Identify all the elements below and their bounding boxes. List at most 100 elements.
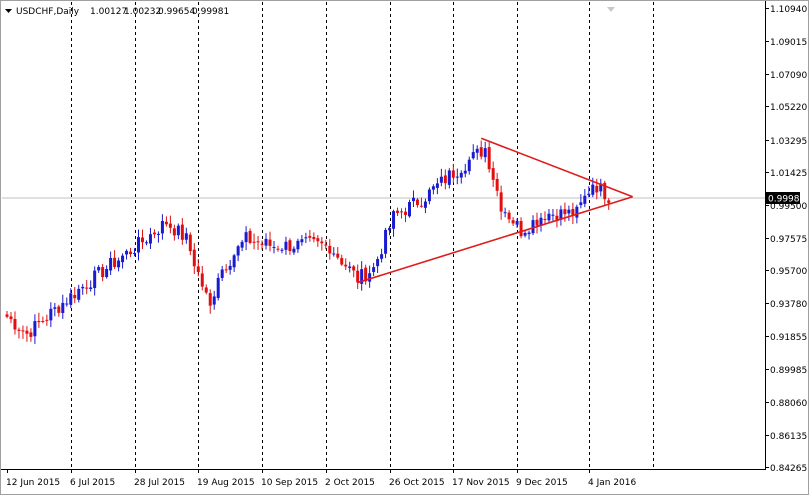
candle-body	[587, 193, 591, 196]
candle-body	[595, 185, 599, 193]
candle-body	[212, 296, 216, 305]
candle-body	[144, 242, 148, 244]
candle-body	[152, 232, 156, 235]
candle-body	[439, 176, 443, 183]
candle-body	[121, 255, 125, 263]
candle-body	[388, 227, 392, 231]
time-tick-label: 2 Oct 2015	[325, 478, 375, 488]
candle-body	[268, 239, 272, 246]
candle-body	[180, 224, 184, 240]
candle-body	[45, 319, 49, 321]
candle-body	[447, 170, 451, 185]
symbol-label: USDCHF,Daily	[16, 7, 80, 17]
candle-body	[276, 248, 280, 250]
candle-body	[288, 240, 292, 252]
candle-body	[384, 229, 388, 254]
candle-body	[571, 208, 575, 216]
candle-body	[260, 243, 264, 245]
candle-body	[224, 269, 228, 271]
candle-body	[451, 170, 455, 178]
candle-body	[240, 241, 244, 248]
candle-body	[431, 186, 435, 190]
triangle-lower-trendline[interactable]	[357, 195, 633, 284]
candle-body	[192, 249, 196, 267]
candle-body	[507, 212, 511, 220]
candle-body	[37, 320, 41, 323]
price-tick-label: 0.93780	[770, 300, 807, 310]
price-tick-label: 0.97575	[770, 235, 807, 245]
candle-body	[555, 215, 559, 222]
candle-body	[527, 232, 531, 235]
candle-body	[49, 308, 53, 321]
candle-body	[519, 220, 523, 237]
triangle-upper-trendline[interactable]	[480, 137, 633, 198]
candle-body	[248, 230, 252, 243]
symbol-dropdown-icon[interactable]	[5, 9, 12, 13]
candle-body	[172, 228, 176, 236]
candle-body	[17, 329, 21, 331]
symmetrical-triangle-pattern[interactable]	[357, 137, 633, 284]
price-tick-label: 1.10940	[770, 5, 807, 15]
candle-body	[503, 212, 507, 214]
candle-body	[316, 238, 320, 242]
candle-body	[392, 211, 396, 229]
candle-body	[360, 269, 364, 284]
candle-body	[176, 225, 180, 236]
time-tick-label: 26 Oct 2015	[389, 478, 445, 488]
candle-body	[543, 218, 547, 220]
candle-body	[208, 293, 212, 306]
candle-body	[93, 270, 97, 289]
candle-body	[200, 273, 204, 287]
price-tick-label: 0.84265	[770, 464, 807, 474]
candle-body	[579, 202, 583, 206]
candle-body	[467, 159, 471, 172]
candle-body	[539, 217, 543, 226]
candle-body	[272, 247, 276, 249]
candle-body	[324, 244, 328, 246]
candle-body	[463, 170, 467, 174]
candle-body	[491, 168, 495, 180]
candle-body	[364, 267, 368, 282]
candle-body	[61, 302, 65, 313]
candle-body	[531, 220, 535, 234]
candle-body	[25, 330, 29, 334]
candle-body	[487, 147, 491, 170]
candle-body	[29, 332, 33, 337]
candle-body	[352, 266, 356, 271]
candle-body	[125, 250, 129, 255]
candle-body	[9, 316, 13, 320]
candle-body	[33, 321, 37, 337]
candle-body	[575, 206, 579, 218]
candle-body	[535, 219, 539, 226]
candle-body	[415, 199, 419, 206]
price-tick-label: 1.03295	[770, 137, 807, 147]
candle-body	[372, 267, 376, 272]
candle-body	[423, 201, 427, 208]
candle-body	[113, 257, 117, 267]
candle-body	[300, 239, 304, 243]
candle-body	[188, 234, 192, 252]
candle-body	[495, 178, 499, 191]
price-axis: 1.10940 1.09015 1.07090 1.05220 1.03295 1.014…	[765, 5, 807, 474]
candle-body	[220, 269, 224, 278]
candle-body	[551, 214, 555, 216]
candle-body	[471, 152, 475, 159]
time-tick-label: 28 Jul 2015	[134, 478, 185, 488]
candle-body	[308, 235, 312, 238]
current-price-label: 0.99981	[768, 195, 805, 205]
price-tick-label: 1.07090	[770, 71, 807, 81]
candle-body	[196, 266, 200, 273]
time-tick-label: 17 Nov 2015	[452, 478, 510, 488]
candle-body	[396, 210, 400, 213]
candle-body	[244, 232, 248, 243]
chart-shift-marker-icon[interactable]	[607, 7, 615, 12]
candle-body	[336, 253, 340, 258]
candle-body	[344, 264, 348, 267]
price-tick-label: 0.86135	[770, 432, 807, 442]
candle-body	[57, 306, 61, 313]
candle-body	[101, 267, 105, 278]
time-axis: 12 Jun 2015 6 Jul 2015 28 Jul 2015 19 Aug 2…	[6, 469, 636, 488]
candle-body	[168, 223, 172, 228]
